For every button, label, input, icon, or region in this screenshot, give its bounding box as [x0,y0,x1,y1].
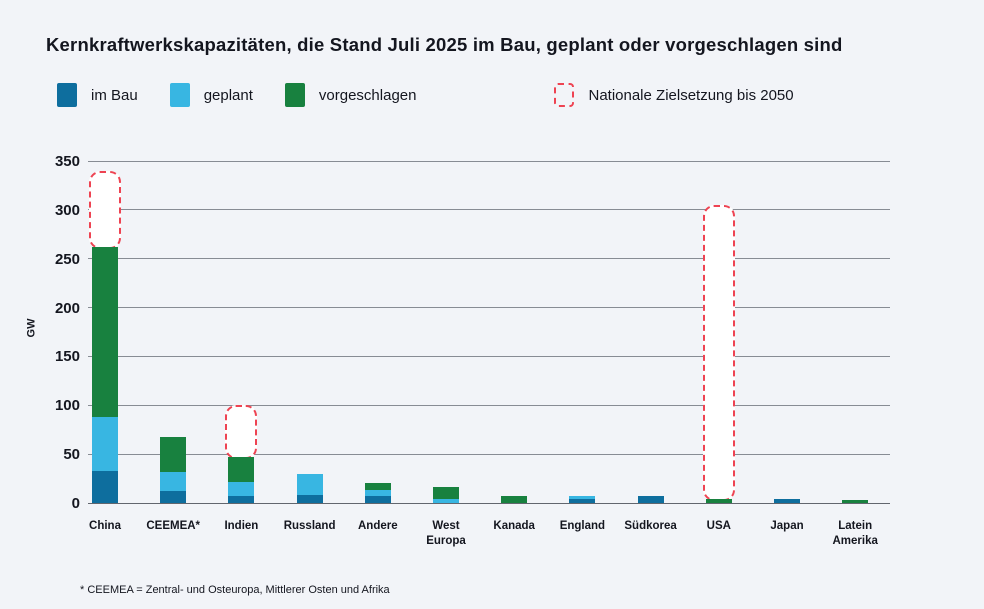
bar-russland [296,473,323,503]
bar-latein-amerika [842,500,869,503]
bar-segment-vorgeschlagen-west-europa [433,487,459,500]
gridline-300 [88,209,890,211]
bar-kanada [501,496,528,503]
bar-segment-im-bau-andere [364,496,391,503]
x-label-andere: Andere [357,520,398,532]
bar-segment-im-bau-china [92,470,118,503]
x-label-kanada: Kanada [493,520,535,532]
national-target-dashed-swatch-icon [554,83,575,107]
gridline-200 [88,307,890,309]
vorgeschlagen-swatch-icon [284,83,305,107]
national-target-box-china [89,170,121,249]
bar-segment-vorgeschlagen-china [92,247,118,418]
legend-label-geplant: geplant [203,86,253,104]
geplant-swatch-icon [169,83,190,107]
x-label-usa: USA [706,520,731,532]
bar-segment-vorgeschlagen-andere [364,482,391,491]
bar-segment-geplant-china [92,417,118,471]
gridline-250 [88,258,890,260]
footnote: * CEEMEA = Zentral- und Osteuropa, Mittl… [80,584,390,596]
x-label-ceemea-: CEEMEA* [146,520,201,532]
bar-china [92,247,118,503]
gridline-150 [88,355,890,357]
bar-segment-im-bau-england [569,499,596,503]
bar-segment-geplant-ceemea- [160,471,187,492]
x-label-russland: Russland [283,520,336,532]
legend-label-vorgeschlagen: vorgeschlagen [318,86,417,104]
gridline-50 [88,453,890,455]
x-label-südkorea: Südkorea [624,520,677,532]
bar-segment-im-bau-indien [228,496,255,503]
national-target-box-indien [225,405,258,460]
bar-segment-im-bau-südkorea [637,496,664,503]
legend-item-vorgeschlagen: vorgeschlagen [284,83,417,107]
chart-title: Kernkraftwerkskapazitäten, die Stand Jul… [46,34,843,55]
im-bau-swatch-icon [57,83,77,107]
y-tick-label-350: 350 [54,153,80,170]
bar-indien [228,457,255,503]
bar-japan [774,499,800,503]
y-tick-label-200: 200 [54,299,80,317]
legend-item-national-target: Nationale Zielsetzung bis 2050 [554,83,794,107]
bar-ceemea- [160,436,187,503]
y-tick-label-0: 0 [71,495,80,512]
plot-area [88,160,890,504]
bar-andere [364,482,391,503]
bar-segment-vorgeschlagen-ceemea- [160,436,187,472]
legend-label-im-bau: im Bau [91,86,138,104]
y-tick-label-50: 50 [63,446,80,464]
y-tick-label-300: 300 [54,201,80,219]
bar-segment-vorgeschlagen-usa [705,499,732,503]
bar-segment-geplant-england [569,496,596,500]
x-label-latein-amerika: Latein Amerika [832,520,878,547]
bar-segment-im-bau-japan [774,499,800,503]
national-target-box-usa [702,204,735,502]
gridline-100 [88,404,890,406]
bar-segment-im-bau-russland [296,495,323,503]
bar-segment-geplant-indien [228,481,255,497]
x-label-west-europa: West Europa [426,520,466,547]
bar-segment-vorgeschlagen-kanada [501,496,528,503]
bar-segment-geplant-west-europa [433,499,459,503]
bar-west-europa [433,487,459,503]
legend-item-geplant: geplant [169,83,253,107]
legend-label-national-target: Nationale Zielsetzung bis 2050 [588,86,794,104]
y-tick-label-150: 150 [54,348,80,366]
bar-segment-vorgeschlagen-latein-amerika [842,500,869,503]
bar-segment-im-bau-ceemea- [160,491,187,503]
bar-segment-geplant-andere [364,490,391,497]
x-label-england: England [559,520,606,532]
bar-segment-geplant-russland [296,473,323,496]
bar-england [569,496,596,503]
legend-item-im-bau: im Bau [57,83,138,107]
bar-segment-vorgeschlagen-indien [228,457,255,482]
x-label-indien: Indien [224,520,259,532]
bar-südkorea [637,496,664,503]
x-label-china: China [89,520,121,532]
y-tick-label-100: 100 [54,397,80,415]
y-tick-label-250: 250 [54,250,80,268]
gridline-350 [88,160,890,162]
bar-usa [705,499,732,503]
y-axis-label: GW [25,318,38,338]
legend: im Bau geplant vorgeschlagen Nationale Z… [57,83,794,107]
x-label-japan: Japan [770,520,804,532]
